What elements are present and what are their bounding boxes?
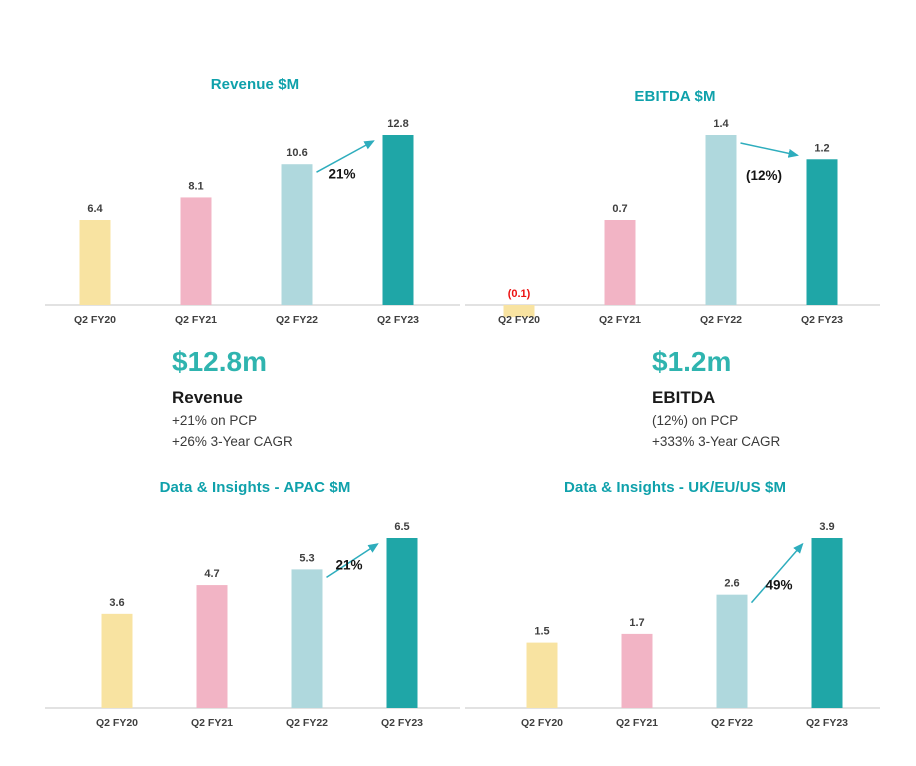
chart-ebitda: EBITDA $M (0.1) Q2 FY20 0.7 Q2 FY21 1.4 Q2 FY… [465,75,885,335]
chart-title-apac: Data & Insights - APAC $M [159,479,351,496]
top-charts-row: Revenue $M 6.4 Q2 FY20 8.1 Q2 FY21 10.6 Q2 FY… [45,0,916,335]
x-tick-label: Q2 FY23 [377,314,419,326]
value-label: 1.4 [713,118,729,130]
x-tick-label: Q2 FY22 [276,314,318,326]
value-label: 1.2 [814,142,829,154]
bar-q2-fy21 [621,633,653,708]
growth-annotation: (12%) [746,168,782,183]
value-label: 3.6 [109,597,124,609]
chart-data-insights-uk-eu-us: Data & Insights - UK/EU/US $M 1.5 Q2 FY20… [465,478,885,738]
value-label: 1.5 [534,626,549,638]
x-tick-label: Q2 FY21 [616,717,658,729]
bar-q2-fy23 [382,135,414,305]
growth-annotation: 49% [765,577,792,592]
kpi-ebitda-cagr-line: +333% 3-Year CAGR [652,434,781,449]
value-label: 3.9 [819,521,834,533]
x-tick-label: Q2 FY23 [801,314,843,326]
kpi-row: $12.8m Revenue +21% on PCP +26% 3-Year C… [45,345,916,450]
x-tick-label: Q2 FY22 [711,717,753,729]
value-label: 0.7 [612,203,627,215]
value-label: 4.7 [204,568,219,580]
value-label: 8.1 [188,180,203,192]
x-tick-label: Q2 FY20 [96,717,138,729]
value-label: 6.4 [87,203,103,215]
bar-q2-fy22 [281,164,313,305]
growth-annotation: 21% [335,558,362,573]
chart-title-ebitda: EBITDA $M [634,88,716,105]
x-tick-label: Q2 FY23 [381,717,423,729]
bar-q2-fy20 [101,613,133,708]
revenue-bar-chart-svg: 6.4 Q2 FY20 8.1 Q2 FY21 10.6 Q2 FY22 12.8 Q2 FY… [45,118,460,326]
value-label: 5.3 [299,552,314,564]
bar-q2-fy21 [196,585,228,708]
kpi-ebitda: $1.2m EBITDA (12%) on PCP +333% 3-Year C… [465,345,885,450]
ebitda-bar-chart-svg: (0.1) Q2 FY20 0.7 Q2 FY21 1.4 Q2 FY22 1.2 Q2 FY… [465,118,880,326]
bar-q2-fy23 [386,538,418,708]
kpi-revenue-pcp-line: +21% on PCP [172,413,258,428]
bar-q2-fy22 [291,569,323,708]
bar-q2-fy20 [503,305,535,318]
x-tick-label: Q2 FY21 [191,717,233,729]
x-tick-label: Q2 FY23 [806,717,848,729]
growth-annotation: 21% [328,167,355,182]
x-tick-label: Q2 FY20 [521,717,563,729]
x-tick-label: Q2 FY21 [599,314,641,326]
bar-q2-fy20 [526,642,558,708]
x-tick-label: Q2 FY22 [700,314,742,326]
kpi-ebitda-value: $1.2m [652,346,732,377]
growth-arrow-icon [740,142,799,158]
kpi-ebitda-title: EBITDA [652,388,716,407]
kpi-revenue-title: Revenue [172,388,243,407]
kpi-ebitda-pcp-line: (12%) on PCP [652,413,739,428]
x-tick-label: Q2 FY20 [74,314,116,326]
chart-title-uk-eu-us: Data & Insights - UK/EU/US $M [563,479,787,496]
kpi-revenue-value: $12.8m [172,346,267,377]
bottom-charts-row: Data & Insights - APAC $M 3.6 Q2 FY20 4.7 Q… [45,478,916,738]
x-tick-label: Q2 FY20 [498,314,540,326]
bar-q2-fy22 [716,594,748,708]
apac-bar-chart-svg: 3.6 Q2 FY20 4.7 Q2 FY21 5.3 Q2 FY22 6.5 Q2 FY23… [45,521,460,729]
value-label: 1.7 [629,617,644,629]
growth-arrow-icon [750,542,804,604]
chart-title-revenue: Revenue $M [210,76,300,93]
bar-q2-fy23 [811,538,843,708]
growth-arrow-icon [316,140,375,173]
value-label: 10.6 [286,147,307,159]
x-tick-label: Q2 FY22 [286,717,328,729]
x-tick-label: Q2 FY21 [175,314,217,326]
value-label: (0.1) [508,288,531,300]
bar-q2-fy21 [180,197,212,305]
kpi-revenue-cagr-line: +26% 3-Year CAGR [172,434,293,449]
kpi-revenue: $12.8m Revenue +21% on PCP +26% 3-Year C… [45,345,465,450]
uk-eu-us-bar-chart-svg: 1.5 Q2 FY20 1.7 Q2 FY21 2.6 Q2 FY22 3.9 Q2 FY23… [465,521,880,729]
bar-q2-fy23 [806,159,838,305]
bar-q2-fy21 [604,220,636,305]
growth-arrow-icon [326,543,379,579]
bar-q2-fy22 [705,135,737,305]
value-label: 6.5 [394,521,409,533]
value-label: 12.8 [387,118,408,130]
chart-data-insights-apac: Data & Insights - APAC $M 3.6 Q2 FY20 4.7 Q… [45,478,465,738]
bar-q2-fy20 [79,220,111,305]
chart-revenue: Revenue $M 6.4 Q2 FY20 8.1 Q2 FY21 10.6 Q2 FY… [45,75,465,335]
value-label: 2.6 [724,578,739,590]
